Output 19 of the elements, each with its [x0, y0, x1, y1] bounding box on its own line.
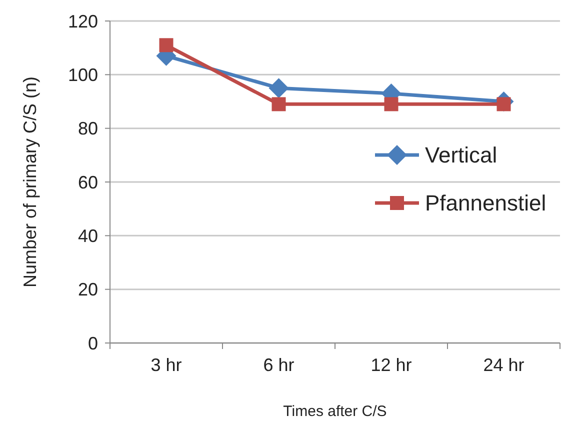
- y-tick-label: 20: [78, 280, 98, 300]
- point: [268, 78, 289, 98]
- legend-label: Vertical: [425, 142, 498, 168]
- x-tick-label: 12 hr: [370, 355, 412, 375]
- y-tick-label: 0: [88, 333, 98, 354]
- x-tick-label: 3 hr: [150, 355, 182, 375]
- y-tick-label: 80: [78, 118, 98, 139]
- point: [384, 97, 398, 112]
- y-axis-title: Number of primary C/S (n): [20, 76, 40, 288]
- point: [272, 97, 286, 112]
- y-tick-label: 40: [78, 226, 98, 246]
- y-tick-label: 120: [68, 11, 98, 32]
- x-tick-label: 6 hr: [263, 355, 294, 375]
- y-tick-label: 100: [68, 64, 98, 85]
- y-tick-label: 60: [78, 172, 98, 192]
- x-tick-label: 24 hr: [483, 355, 524, 375]
- x-axis-title: Times after C/S: [283, 403, 387, 420]
- point: [159, 38, 174, 52]
- legend-label: Pfannenstiel: [425, 190, 546, 216]
